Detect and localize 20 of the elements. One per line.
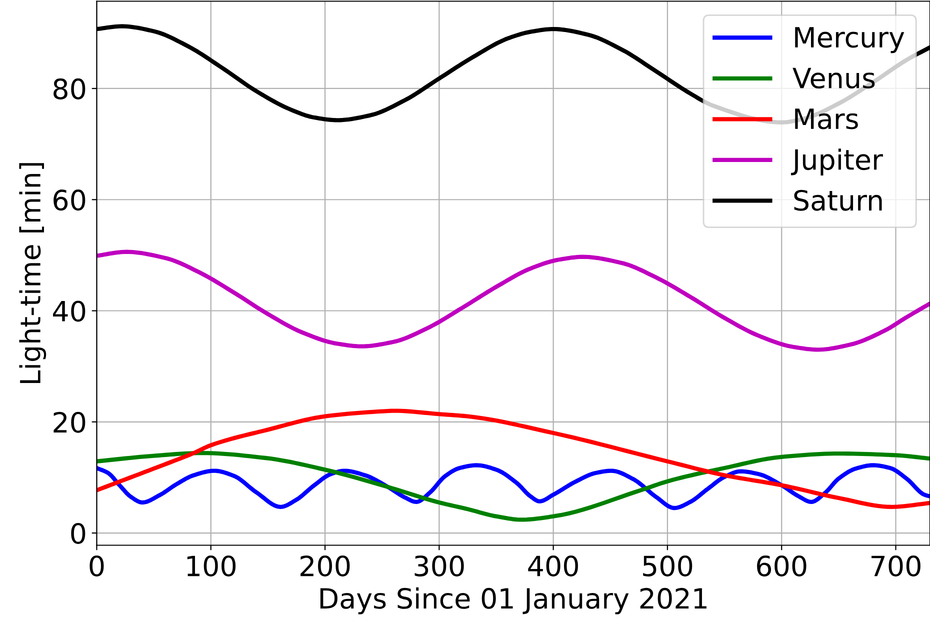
y-axis-title: Light-time [min] [19,163,46,384]
y-tick-label: 40 [53,300,86,322]
legend-label: Saturn [794,190,882,211]
y-tick-label: 0 [71,522,86,544]
y-tick-label: 80 [54,78,86,100]
legend-label: Mercury [795,27,904,54]
legend-label: Mars [795,108,858,130]
legend-label: Jupiter [790,148,883,176]
x-axis-title: Days Since 01 January 2021 [320,587,706,614]
x-tick-label: 600 [757,555,806,576]
x-tick-label: 700 [872,555,920,576]
x-tick-label: 500 [643,555,692,576]
y-tick-label: 20 [54,412,86,433]
x-tick-label: 0 [90,555,104,576]
legend-label: Venus [792,68,875,89]
y-tick-label: 60 [54,190,86,211]
x-tick-label: 300 [414,555,464,576]
x-tick-label: 400 [528,555,578,576]
x-tick-label: 100 [187,555,236,576]
x-tick-label: 200 [300,555,350,576]
